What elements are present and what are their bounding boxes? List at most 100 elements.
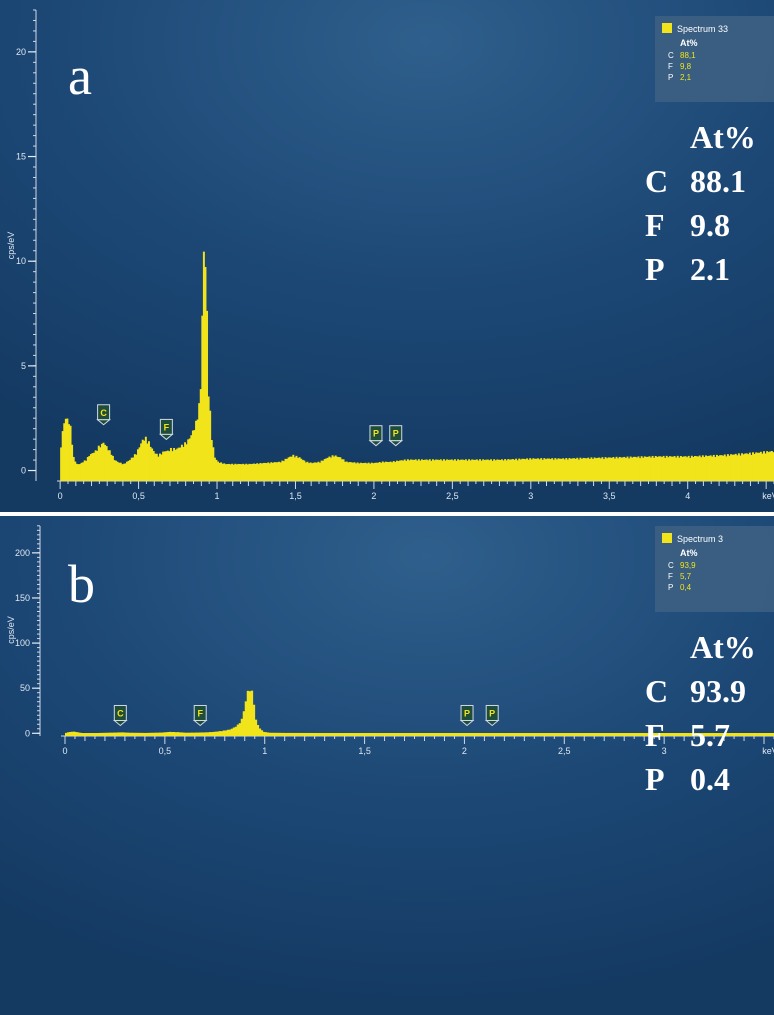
spectrum-bar (620, 733, 623, 736)
spectrum-bar (176, 448, 179, 481)
spectrum-bar (763, 451, 765, 481)
spectrum-bar (486, 733, 489, 736)
spectrum-bar (714, 733, 717, 736)
spectrum-bar (140, 443, 143, 481)
spectrum-bar (353, 462, 356, 481)
spectrum-bar (686, 733, 689, 736)
spectrum-bar (202, 732, 206, 736)
legend-value: 93,9 (680, 561, 696, 570)
spectrum-bar (692, 456, 695, 481)
spectrum-bar (378, 461, 381, 481)
spectrum-bar (204, 732, 208, 736)
spectrum-bar (628, 458, 631, 481)
spectrum-bar (179, 447, 182, 481)
spectrum-bar (515, 458, 518, 481)
spectrum-bar (475, 459, 478, 481)
spectrum-bar (630, 733, 633, 736)
spectrum-bar (606, 458, 609, 481)
spectrum-bar (498, 733, 501, 736)
spectrum-bar (60, 447, 63, 481)
legend-element: P (668, 73, 673, 82)
spectrum-bar (676, 455, 679, 481)
spectrum-bar (80, 733, 84, 736)
spectrum-bar (576, 733, 579, 736)
spectrum-bar (215, 459, 218, 481)
spectrum-bar (195, 420, 198, 481)
spectrum-bar (342, 459, 345, 481)
spectrum-bar (549, 459, 552, 481)
spectrum-bar (138, 732, 142, 736)
spectrum-bar (556, 733, 559, 736)
spectrum-bar (198, 732, 202, 736)
spectrum-bar (190, 435, 193, 481)
spectrum-bar (297, 457, 300, 481)
legend-value: 5,7 (680, 572, 692, 581)
spectrum-bar (472, 459, 475, 481)
spectrum-bar (133, 454, 136, 481)
spectrum-bar (314, 462, 317, 481)
spectrum-bar (692, 733, 695, 736)
spectrum-bar (768, 733, 771, 736)
spectrum-bar (375, 462, 378, 481)
spectrum-bar (588, 458, 591, 481)
spectrum-bar (590, 733, 593, 736)
legend-spectrum-name: Spectrum 3 (677, 534, 723, 544)
spectrum-bar (298, 732, 302, 736)
spectrum-bar (388, 462, 391, 481)
spectrum-bar (264, 462, 267, 481)
spectrum-bar (683, 456, 685, 481)
spectrum-bar (654, 733, 657, 736)
spectrum-bar (673, 456, 676, 481)
spectrum-bar (650, 733, 653, 736)
spectrum-bar (598, 457, 601, 481)
spectrum-bar (455, 460, 458, 481)
spectrum-bar (731, 454, 734, 481)
legend-value: 2,1 (680, 73, 692, 82)
spectrum-bar (598, 733, 601, 736)
spectrum-bar (488, 460, 491, 481)
spectrum-bar (752, 452, 755, 481)
spectrum-bar (500, 733, 503, 736)
spectrum-bar (651, 455, 654, 481)
spectrum-bar (541, 459, 544, 481)
spectrum-bar (287, 457, 290, 481)
spectrum-bar (334, 455, 337, 481)
spectrum-bar (355, 463, 358, 481)
marker-pointer (112, 719, 128, 727)
spectrum-bar (271, 462, 274, 481)
spectrum-bar (345, 461, 348, 481)
spectrum-bar (130, 732, 134, 736)
spectrum-bar (512, 733, 515, 736)
spectrum-bar (596, 457, 599, 481)
legend-element: C (668, 561, 674, 570)
spectrum-bar (510, 459, 513, 481)
element-marker-f: F (192, 704, 208, 727)
spectrum-bar (507, 459, 510, 481)
spectrum-bar (351, 462, 354, 481)
spectrum-bar (242, 711, 246, 736)
spectrum-bar (456, 733, 459, 736)
annotation-header: At% (690, 629, 756, 665)
spectrum-bar (438, 733, 441, 736)
annotation-value: 93.9 (690, 673, 746, 709)
spectrum-bar (336, 733, 340, 736)
spectrum-bar (675, 457, 678, 481)
spectrum-bar (404, 733, 407, 736)
spectrum-bar (435, 459, 438, 481)
spectrum-bar (166, 732, 170, 736)
spectrum-bar (86, 457, 89, 481)
spectrum-bar (207, 396, 210, 481)
spectrum-bar (632, 456, 635, 481)
spectrum-bar (240, 718, 244, 736)
spectrum-bar (483, 460, 486, 481)
annotation-element: C (645, 673, 668, 709)
spectrum-bar (410, 459, 412, 481)
spectrum-bar (360, 733, 363, 736)
spectrum-bar (82, 733, 86, 736)
spectrum-bar (426, 733, 429, 736)
spectrum-bar (372, 733, 375, 736)
spectrum-bar (232, 464, 235, 481)
spectrum-bar (104, 732, 108, 736)
spectrum-bar (534, 733, 537, 736)
spectrum-bar (693, 456, 696, 481)
